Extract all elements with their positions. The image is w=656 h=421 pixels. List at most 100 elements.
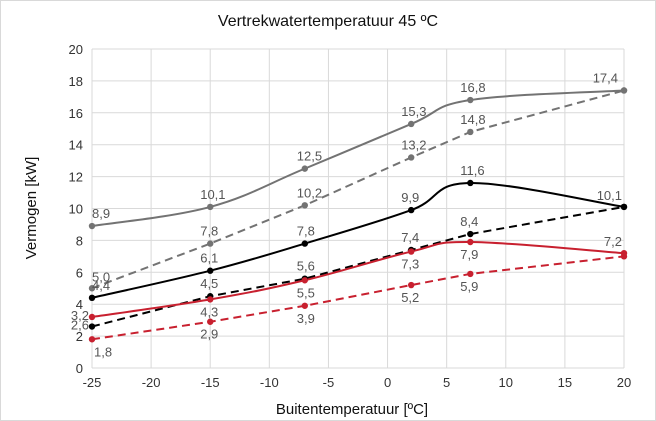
data-label: 10,1 (597, 188, 622, 203)
data-point (467, 179, 474, 187)
data-point (301, 165, 308, 172)
data-point (301, 240, 308, 247)
data-label: 5,9 (460, 279, 478, 294)
data-label: 16,8 (460, 80, 485, 95)
y-axis-title: Vermogen [kW] (23, 157, 40, 260)
data-point (467, 96, 474, 104)
series-line (91, 89, 625, 290)
data-point (88, 294, 96, 302)
data-label: 9,9 (401, 190, 419, 205)
data-label: 7,2 (604, 234, 622, 249)
data-label: 17,4 (593, 70, 618, 85)
data-label: 7,9 (460, 247, 478, 262)
data-point (301, 202, 308, 209)
data-point (467, 270, 474, 278)
data-label: 3,9 (297, 311, 315, 326)
data-point (88, 222, 96, 230)
data-point (207, 296, 214, 303)
data-label: 7,8 (200, 224, 218, 239)
x-tick-label: -25 (83, 375, 102, 390)
data-label: 15,3 (401, 104, 426, 119)
series-line (91, 240, 625, 318)
x-tick-label: 5 (443, 375, 450, 390)
data-label: 11,6 (460, 163, 484, 178)
y-tick-label: 8 (76, 233, 83, 248)
data-point (467, 128, 474, 136)
series-line (91, 181, 625, 299)
series-lines (91, 89, 625, 341)
data-label: 7,4 (401, 230, 419, 245)
chart-title: Vertrekwatertemperatuur 45 ºC (218, 13, 438, 30)
y-tick-label: 10 (69, 202, 83, 217)
data-label: 4,3 (200, 304, 218, 319)
data-label: 8,4 (460, 214, 478, 229)
data-label: 2,6 (71, 318, 89, 333)
data-label: 12,5 (297, 149, 322, 164)
data-point (467, 230, 474, 238)
y-tick-label: 18 (69, 74, 83, 89)
data-point (620, 253, 628, 260)
x-tick-label: 0 (384, 375, 391, 390)
data-point (408, 206, 415, 214)
x-tick-label: -15 (201, 375, 220, 390)
x-axis-title: Buitentemperatuur [ºC] (276, 401, 428, 418)
x-tick-label: 15 (558, 375, 572, 390)
y-tick-label: 2 (76, 329, 83, 344)
data-point (408, 154, 415, 161)
series-line (91, 89, 625, 228)
data-point (408, 281, 415, 289)
data-point (301, 277, 308, 284)
data-point (88, 323, 96, 330)
data-point (207, 240, 214, 247)
data-point (207, 203, 214, 211)
data-label: 7,8 (297, 224, 315, 239)
data-point (88, 285, 96, 292)
data-point (88, 313, 96, 321)
data-label: 8,9 (92, 206, 110, 221)
data-label: 7,3 (401, 257, 419, 272)
data-point (207, 318, 214, 325)
data-point (207, 267, 214, 274)
data-label: 1,8 (94, 344, 112, 359)
y-tick-label: 16 (69, 106, 83, 121)
y-tick-label: 0 (76, 361, 83, 376)
data-point (301, 302, 308, 309)
data-point (88, 336, 96, 343)
series-line (91, 205, 625, 328)
data-point (467, 238, 474, 246)
data-label: 5,0 (92, 269, 110, 284)
data-label: 6,1 (200, 251, 218, 266)
x-tick-label: -5 (323, 375, 335, 390)
data-point (620, 87, 628, 94)
x-tick-labels: -25 -20 -15 -10 -5 0 5 10 15 20 (83, 375, 632, 390)
data-label: 3,2 (71, 308, 89, 323)
y-tick-label: 6 (76, 265, 83, 280)
x-tick-label: 20 (617, 375, 631, 390)
data-point (620, 203, 628, 211)
y-tick-labels: 0 2 4 6 8 10 12 14 16 18 20 (69, 42, 83, 376)
x-tick-label: 10 (499, 375, 513, 390)
series-points (88, 87, 628, 343)
data-label: 5,2 (401, 290, 419, 305)
series-line (91, 255, 625, 341)
y-tick-label: 20 (69, 42, 83, 57)
y-tick-label: 14 (69, 138, 83, 153)
data-labels: 8,9 10,1 12,5 15,3 16,8 17,4 5,0 7,8 10,2 13,2 14,… (71, 70, 622, 359)
data-label: 5,6 (297, 259, 315, 274)
data-label: 10,2 (297, 185, 322, 200)
x-tick-label: -20 (142, 375, 161, 390)
data-point (408, 248, 415, 255)
y-tick-label: 4 (76, 297, 83, 312)
x-tick-label: -10 (260, 375, 279, 390)
y-tick-label: 12 (69, 170, 83, 185)
data-label: 4,5 (200, 276, 218, 291)
data-label: 10,1 (200, 187, 225, 202)
data-label: 14,8 (460, 112, 485, 127)
data-point (408, 120, 415, 128)
data-label: 5,5 (297, 285, 315, 300)
data-label: 13,2 (401, 137, 426, 152)
data-label: 2,9 (200, 327, 218, 342)
data-label: 4,4 (92, 278, 110, 293)
